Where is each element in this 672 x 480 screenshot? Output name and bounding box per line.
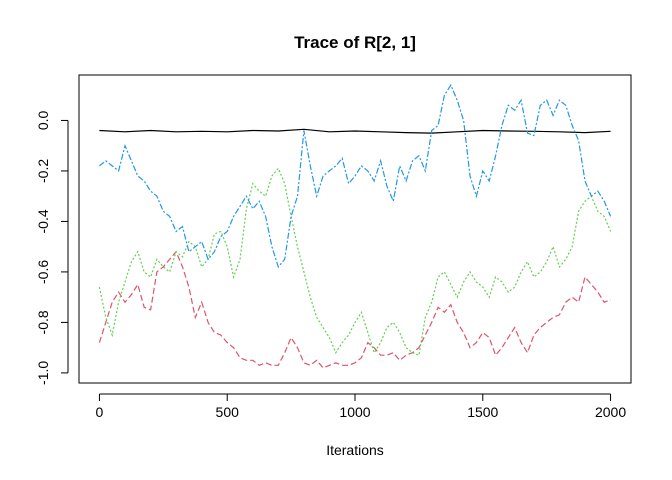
series-line-2: [98, 250, 611, 369]
x-axis: 0 500 1000 1500 2000: [96, 393, 626, 420]
y-tick-label: -0.2: [35, 159, 51, 183]
x-tick-label: 2000: [595, 404, 626, 420]
x-tick-label: 1000: [339, 404, 370, 420]
plot-frame: [78, 74, 632, 384]
y-tick-label: -0.8: [35, 310, 51, 334]
x-tick-label: 0: [96, 404, 104, 420]
series-line-1: [99, 128, 611, 134]
series-line-4: [99, 83, 612, 269]
y-axis: -1.0 -0.8 -0.6 -0.4 -0.2 0.0: [35, 111, 69, 385]
x-tick-label: 1500: [467, 404, 498, 420]
chart-title: Trace of R[2, 1]: [294, 33, 416, 52]
x-tick-label: 500: [216, 404, 240, 420]
y-tick-label: -1.0: [35, 361, 51, 385]
y-tick-label: -0.6: [35, 260, 51, 284]
x-axis-label: Iterations: [326, 442, 384, 458]
series-group: [98, 83, 612, 369]
y-tick-label: 0.0: [35, 111, 51, 131]
y-tick-label: -0.4: [35, 209, 51, 233]
series-line-3: [98, 167, 612, 357]
